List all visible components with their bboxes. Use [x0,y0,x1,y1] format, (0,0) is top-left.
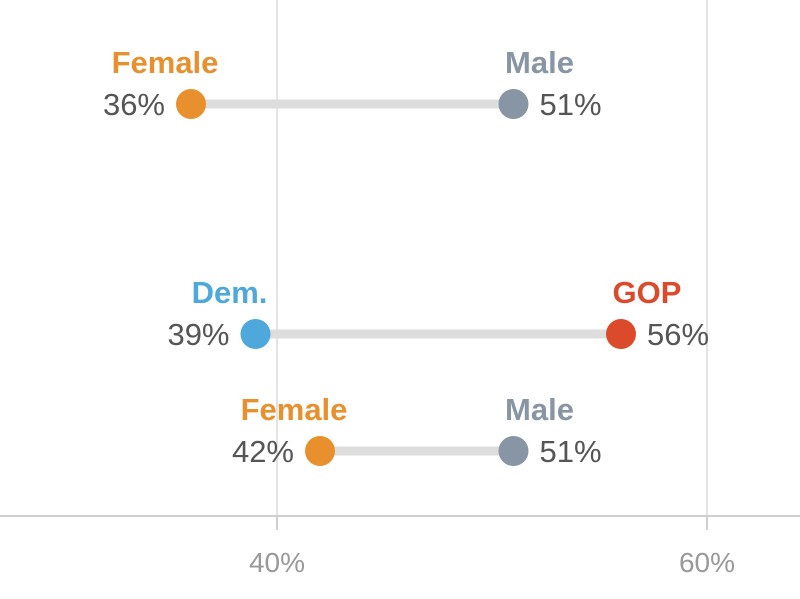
dot-right-1 [606,319,636,349]
value-label-left-1: 39% [167,317,229,352]
dot-right-0 [498,89,529,119]
value-label-left-2: 42% [232,434,294,469]
dot-right-2 [498,436,529,466]
value-label-left-0: 36% [103,87,165,122]
category-label-left-1: Dem. [192,275,268,310]
x-tick-label-0: 40% [249,547,305,578]
dot-left-0 [176,89,206,119]
category-label-right-0: Male [505,45,574,80]
category-label-left-0: Female [112,45,219,80]
category-label-right-2: Male [505,392,574,427]
value-label-right-1: 56% [647,317,709,352]
category-label-right-1: GOP [613,275,682,310]
value-label-right-0: 51% [540,87,602,122]
x-tick-label-1: 60% [679,547,735,578]
dot-left-1 [240,319,271,349]
dot-left-2 [305,436,335,466]
value-label-right-2: 51% [540,434,602,469]
category-label-left-2: Female [241,392,348,427]
